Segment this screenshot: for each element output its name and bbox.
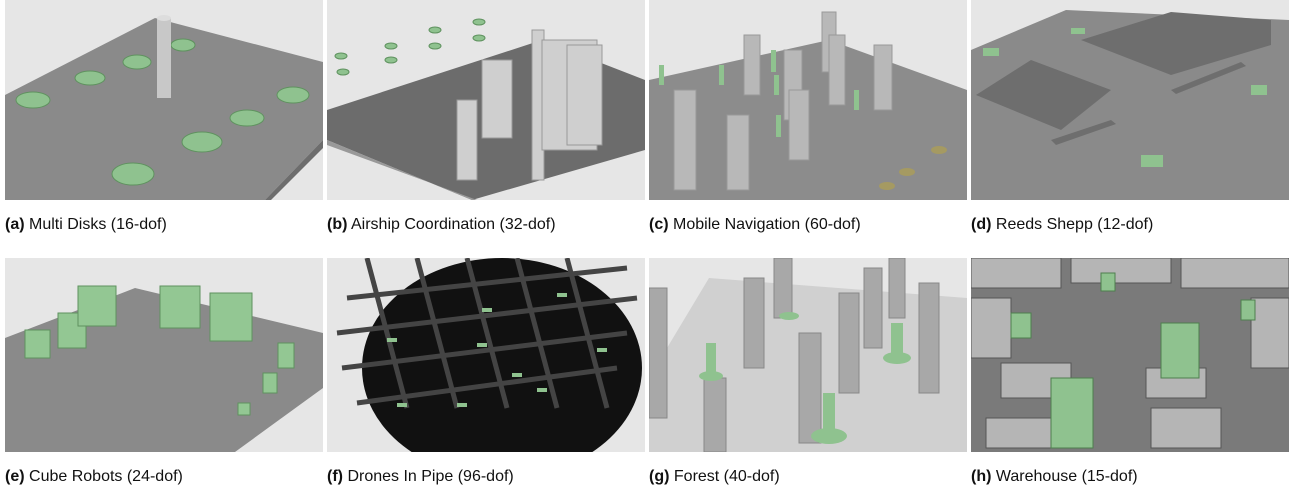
panel: (d) Reeds Shepp (12-dof) (971, 0, 1289, 234)
panel: (b) Airship Coordination (32-dof) (327, 0, 645, 234)
panel-caption: Mobile Navigation (60-dof) (673, 216, 861, 233)
scene (649, 0, 967, 200)
scene (5, 258, 323, 452)
panel: (c) Mobile Navigation (60-dof) (649, 0, 967, 234)
panel: (e) Cube Robots (24-dof) (5, 258, 323, 486)
panel-caption: Drones In Pipe (96-dof) (347, 468, 514, 485)
panel-caption: Reeds Shepp (12-dof) (995, 216, 1154, 233)
panel-label: (g) (649, 468, 670, 485)
panel-caption: Airship Coordination (32-dof) (351, 216, 556, 233)
panel: (f) Drones In Pipe (96-dof) (327, 258, 645, 486)
panel-label: (c) (649, 216, 669, 233)
panel-label: (e) (5, 468, 25, 485)
panel: (h) Warehouse (15-dof) (971, 258, 1289, 486)
panel-caption: Forest (40-dof) (673, 468, 780, 485)
panel: (g) Forest (40-dof) (649, 258, 967, 486)
scene (971, 0, 1289, 200)
panel-label: (b) (327, 216, 348, 233)
panel-label: (h) (971, 468, 992, 485)
panel: (a) Multi Disks (16-dof) (5, 0, 323, 234)
scene (649, 258, 967, 452)
scene (5, 0, 323, 200)
scene (327, 258, 645, 452)
panel-caption: Multi Disks (16-dof) (29, 216, 167, 233)
panel-label: (f) (327, 468, 343, 485)
scene (327, 0, 645, 200)
panel-label: (a) (5, 216, 25, 233)
panel-caption: Cube Robots (24-dof) (29, 468, 183, 485)
panel-label: (d) (971, 216, 992, 233)
panel-caption: Warehouse (15-dof) (995, 468, 1138, 485)
scene (971, 258, 1289, 452)
